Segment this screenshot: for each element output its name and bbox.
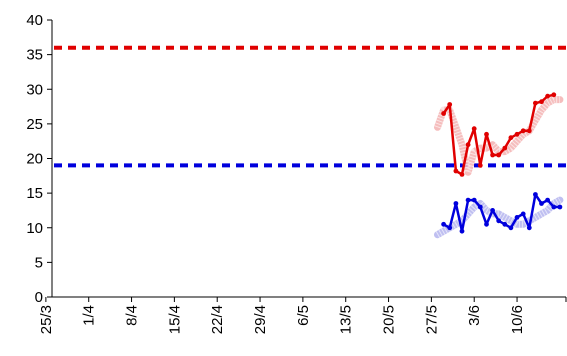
x-tick-label-22-4: 22/4: [209, 305, 226, 334]
series-3-point-20: [557, 204, 563, 210]
series-1-point-9: [490, 152, 495, 158]
series-3-point-10: [496, 218, 502, 224]
y-tick-label-10: 10: [26, 220, 43, 237]
band-series-4: [434, 196, 564, 239]
series-3-point-15: [526, 225, 532, 231]
x-tick-label-10-6: 10/6: [509, 305, 526, 334]
series-3-point-8: [484, 221, 489, 227]
series-3-point-5: [465, 197, 471, 203]
series-1-point-10: [496, 152, 502, 158]
series-1-point-8: [484, 131, 489, 137]
series-1-point-5: [465, 142, 471, 148]
series-3-point-12: [508, 225, 514, 231]
x-tick-label-25-3: 25/3: [38, 305, 55, 334]
series-1-point-12: [508, 135, 514, 141]
series-3-point-16: [533, 192, 538, 197]
x-tick-label-29-4: 29/4: [252, 305, 269, 334]
x-tick-label-6-5: 6/5: [295, 305, 312, 326]
series-1-point-14: [520, 128, 526, 134]
series-1-point-7: [477, 163, 483, 168]
series-3-point-3: [453, 201, 459, 206]
x-tick-label-27-5: 27/5: [423, 305, 440, 334]
series-1-point-16: [533, 100, 538, 106]
series-1-point-13: [514, 131, 520, 137]
x-tick-label-15-4: 15/4: [166, 305, 183, 334]
x-tick-label-8-4: 8/4: [124, 305, 141, 326]
band-series-2-texture: [434, 96, 560, 174]
series-3-point-7: [477, 204, 483, 210]
series-1-point-11: [502, 145, 508, 151]
series-1-point-3: [453, 168, 459, 174]
tick-labels: 0 5 10 15 20 25 30 35 40 25/3 1/4 8/4 15/4 22/4 29/4 6/…: [26, 12, 526, 334]
y-tick-label-0: 0: [35, 289, 43, 306]
y-tick-label-25: 25: [26, 116, 43, 133]
series-1-point-15: [526, 128, 532, 134]
y-tick-label-5: 5: [35, 254, 43, 271]
y-tick-label-35: 35: [26, 47, 43, 64]
chart-axes: [45, 19, 567, 302]
series-3-point-9: [490, 208, 495, 213]
series-1-point-4: [459, 172, 465, 177]
series-3-point-11: [502, 221, 508, 227]
y-tick-label-30: 30: [26, 81, 43, 98]
series-3-point-1: [441, 221, 446, 227]
y-tick-label-20: 20: [26, 151, 43, 168]
x-tick-label-1-4: 1/4: [81, 305, 98, 326]
series-layer: [434, 92, 564, 239]
series-3-point-17: [539, 201, 544, 206]
series-1-point-17: [539, 99, 544, 105]
series-3-point-14: [520, 211, 526, 217]
series-1-point-18: [545, 93, 550, 99]
x-tick-label-20-5: 20/5: [381, 305, 398, 334]
series-3-point-6: [471, 197, 477, 203]
y-tick-label-15: 15: [26, 185, 43, 202]
series-1-point-6: [471, 126, 477, 132]
series-1-point-2: [447, 102, 453, 107]
series-3-point-13: [514, 215, 520, 220]
x-tick-label-3-6: 3/6: [466, 305, 483, 326]
y-tick-label-40: 40: [26, 12, 43, 29]
series-1-point-1: [441, 111, 446, 116]
x-tick-label-13-5: 13/5: [338, 305, 355, 334]
series-3-point-18: [545, 197, 550, 203]
series-3-point-4: [459, 228, 465, 234]
series-1-point-19: [551, 92, 557, 98]
series-3-point-19: [551, 204, 557, 210]
series-3-point-2: [447, 225, 453, 231]
